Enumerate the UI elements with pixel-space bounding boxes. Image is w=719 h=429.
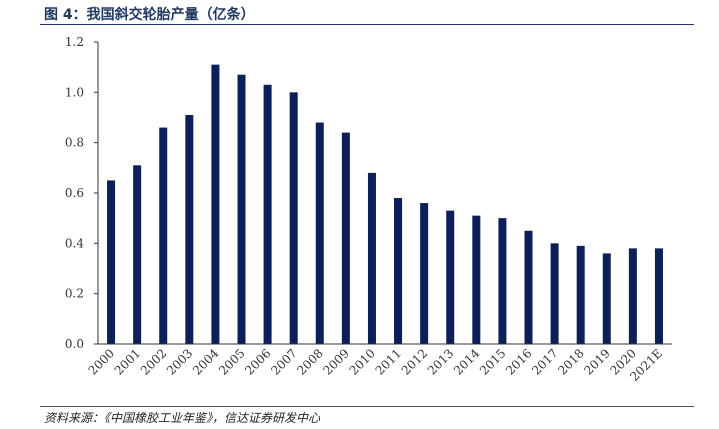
- bar-2001: [133, 165, 142, 344]
- footer-divider: [40, 406, 694, 407]
- x-tick-label: 2000: [86, 346, 117, 377]
- x-tick-label: 2013: [425, 346, 456, 377]
- x-tick-label: 2004: [190, 346, 222, 378]
- x-tick-label: 2015: [477, 346, 508, 377]
- x-tick-label: 2007: [268, 346, 299, 377]
- bar-2016: [524, 230, 533, 344]
- x-tick-label: 2016: [503, 346, 534, 377]
- bar-2009: [341, 132, 350, 344]
- bar-2015: [498, 218, 507, 344]
- bar-series: [107, 64, 663, 345]
- x-tick-label: 2008: [294, 346, 325, 377]
- bar-2020: [628, 248, 637, 344]
- source-note: 资料来源：《中国橡胶工业年鉴》，信达证券研发中心: [44, 411, 321, 425]
- title-divider: [40, 24, 694, 25]
- bar-2011: [394, 198, 403, 344]
- bar-2002: [159, 127, 168, 344]
- bar-2005: [237, 74, 246, 344]
- x-tick-label: 2011: [373, 346, 404, 377]
- bar-2006: [263, 84, 272, 345]
- figure-title: 图 4：我国斜交轮胎产量（亿条）: [44, 7, 255, 23]
- x-tick-label: 2009: [320, 346, 351, 377]
- x-tick-label: 2006: [242, 346, 273, 377]
- y-axis: 0.0 0.2 0.4 0.6 0.8 1.0 1.2: [65, 35, 99, 351]
- y-tick-label: 0.8: [65, 136, 84, 150]
- bar-2007: [289, 92, 298, 344]
- bar-2010: [367, 172, 376, 344]
- x-tick-label: 2003: [164, 346, 195, 377]
- bar-2014: [472, 215, 481, 344]
- x-tick-label: 2019: [581, 346, 612, 377]
- x-tick-label: 2012: [399, 346, 430, 377]
- x-tick-label: 2005: [216, 346, 247, 377]
- bar-2021E: [654, 248, 663, 344]
- y-tick-label: 0.6: [65, 186, 84, 200]
- x-tick-label: 2002: [138, 346, 169, 377]
- bar-2004: [211, 64, 220, 345]
- bar-2008: [315, 122, 324, 345]
- bar-2019: [602, 253, 611, 344]
- bar-2003: [185, 114, 194, 344]
- bar-2000: [107, 180, 116, 344]
- y-tick-label: 0.0: [65, 337, 84, 351]
- x-axis: 2000200120022003200420052006200720082009…: [86, 343, 672, 384]
- y-tick-label: 0.2: [65, 287, 84, 301]
- x-tick-label: 2018: [555, 346, 586, 377]
- bar-2012: [420, 203, 429, 344]
- bar-2017: [550, 243, 559, 344]
- x-tick-label: 2010: [347, 346, 378, 377]
- x-tick-label: 2017: [529, 346, 560, 377]
- bar-2018: [576, 245, 585, 344]
- x-tick-label: 2014: [451, 346, 483, 378]
- bar-2013: [446, 210, 455, 344]
- y-tick-label: 0.4: [65, 236, 84, 250]
- y-tick-label: 1.2: [65, 35, 84, 49]
- x-tick-label: 2001: [112, 346, 143, 377]
- y-tick-label: 1.0: [65, 85, 84, 99]
